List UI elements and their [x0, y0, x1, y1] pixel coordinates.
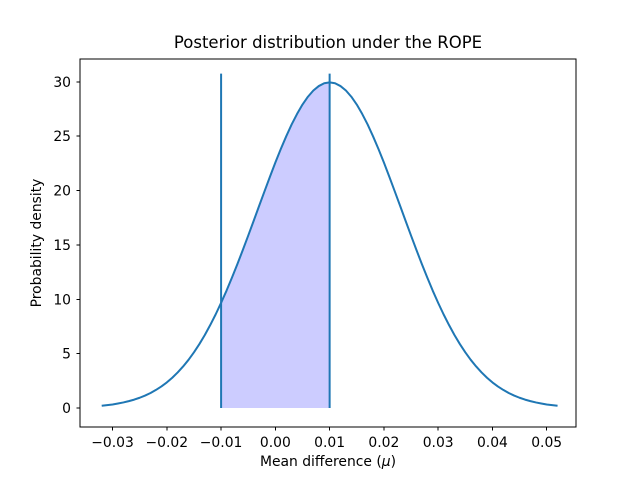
- y-tick-label: 15: [53, 238, 71, 254]
- x-tick-label: 0.02: [368, 435, 399, 451]
- rope-shaded-area: [221, 82, 330, 408]
- x-tick-label: −0.02: [146, 435, 189, 451]
- y-tick-label: 20: [53, 184, 71, 200]
- x-tick-label: −0.03: [91, 435, 134, 451]
- x-tick-label: −0.01: [200, 435, 243, 451]
- chart-title: Posterior distribution under the ROPE: [174, 33, 482, 52]
- y-tick-label: 10: [53, 292, 71, 308]
- x-axis-label: Mean difference (μ): [260, 454, 396, 470]
- y-axis-ticks: 0 5 10 15 20 25 30: [53, 75, 80, 417]
- axes-frame: [79, 58, 577, 428]
- x-tick-label: 0.03: [423, 435, 454, 451]
- x-axis-label-suffix: ): [391, 454, 396, 470]
- y-tick-label: 30: [53, 75, 71, 91]
- x-tick-label: 0.00: [260, 435, 291, 451]
- x-axis-label-prefix: Mean difference (: [260, 454, 382, 470]
- x-tick-label: 0.01: [314, 435, 345, 451]
- y-tick-label: 5: [62, 347, 71, 363]
- y-tick-label: 0: [62, 401, 71, 417]
- mu-symbol: μ: [381, 454, 391, 470]
- y-tick-label: 25: [53, 129, 71, 145]
- x-tick-label: 0.05: [531, 435, 562, 451]
- y-axis-label: Probability density: [29, 179, 45, 308]
- x-axis-ticks: −0.03 −0.02 −0.01 0.00 0.01 0.02 0.03 0.04 0.05: [91, 427, 562, 451]
- x-tick-label: 0.04: [477, 435, 508, 451]
